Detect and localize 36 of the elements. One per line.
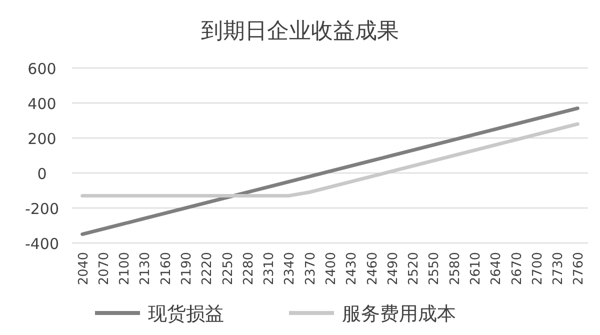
x-tick-label: 2700 xyxy=(530,252,546,286)
x-tick-label: 2430 xyxy=(344,252,360,286)
x-tick-label: 2760 xyxy=(572,252,587,286)
x-tick-label: 2370 xyxy=(303,252,318,286)
line-series xyxy=(80,106,580,236)
x-tick-label: 2460 xyxy=(365,252,380,286)
x-tick-label: 2220 xyxy=(200,252,216,286)
y-tick-label: -200 xyxy=(24,200,60,218)
x-tick-label: 2160 xyxy=(158,252,174,286)
y-tick-label: 400 xyxy=(28,95,56,113)
x-tick-label: 2670 xyxy=(510,252,525,286)
y-tick-label: -400 xyxy=(24,235,60,253)
x-tick-label: 2070 xyxy=(96,252,112,286)
legend-label: 服务费用成本 xyxy=(342,303,456,325)
legend-label: 现货损益 xyxy=(148,303,224,325)
x-tick-label: 2610 xyxy=(468,252,484,286)
x-tick-label: 2130 xyxy=(138,252,154,286)
line-series xyxy=(80,122,580,198)
y-tick-label: 0 xyxy=(37,165,47,183)
x-tick-label: 2520 xyxy=(406,252,422,286)
x-tick-label: 2100 xyxy=(118,252,133,286)
y-tick-label: 600 xyxy=(28,60,56,78)
y-tick-label: 200 xyxy=(28,130,56,148)
x-tick-label: 2250 xyxy=(220,252,236,286)
x-tick-label: 2400 xyxy=(324,252,339,286)
x-tick-label: 2280 xyxy=(241,252,256,286)
x-tick-label: 2640 xyxy=(489,252,504,286)
x-tick-label: 2550 xyxy=(427,252,442,286)
chart-title: 到期日企业收益成果 xyxy=(201,19,399,44)
x-tick-label: 2340 xyxy=(282,252,298,286)
x-tick-label: 2730 xyxy=(551,252,566,286)
x-tick-label: 2040 xyxy=(76,252,92,286)
x-tick-label: 2490 xyxy=(386,252,401,286)
x-tick-label: 2310 xyxy=(262,252,278,286)
x-tick-label: 2190 xyxy=(180,252,195,286)
x-tick-label: 2580 xyxy=(448,252,463,286)
